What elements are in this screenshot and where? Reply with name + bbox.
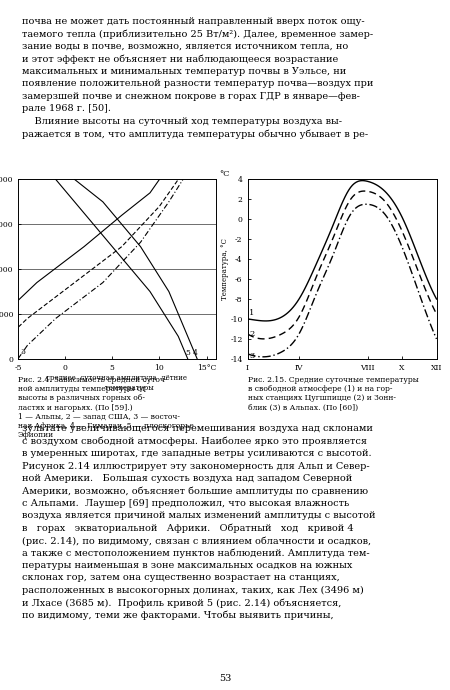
Text: (рис. 2.14), по видимому, связан с влиянием облачности и осадков,: (рис. 2.14), по видимому, связан с влиян…: [22, 536, 372, 546]
Text: рале 1968 г. [50].: рале 1968 г. [50].: [22, 104, 112, 113]
Text: склонах гор, затем она существенно возрастает на станциях,: склонах гор, затем она существенно возра…: [22, 573, 340, 582]
Text: и этот эффект не объясняет ни наблюдающееся возрастание: и этот эффект не объясняет ни наблюдающе…: [22, 55, 339, 64]
Text: пературы наименьшая в зоне максимальных осадков на южных: пературы наименьшая в зоне максимальных …: [22, 561, 353, 570]
Text: появление положительной разности температур почва—воздух при: появление положительной разности темпера…: [22, 79, 374, 88]
Text: по видимому, теми же факторами. Чтобы выявить причины,: по видимому, теми же факторами. Чтобы вы…: [22, 611, 334, 620]
Text: зультате увеличивающегося перемешивания воздуха над склонами: зультате увеличивающегося перемешивания …: [22, 424, 373, 433]
Text: а также с местоположением пунктов наблюдений. Амплитуда тем-: а также с местоположением пунктов наблюд…: [22, 549, 370, 558]
Text: 5: 5: [185, 349, 190, 357]
Text: таемого тепла (приблизительно 25 Вт/м²). Далее, временное замер-: таемого тепла (приблизительно 25 Вт/м²).…: [22, 30, 373, 39]
Text: замерзшей почве и снежном покрове в горах ГДР в январе—фев-: замерзшей почве и снежном покрове в гора…: [22, 92, 360, 101]
Text: Рис. 2.4. Зависимость средней суточ-
ной амплитуды температуры от
высоты в разли: Рис. 2.4. Зависимость средней суточ- ной…: [18, 376, 194, 440]
Text: в умеренных широтах, где западные ветры усиливаются с высотой.: в умеренных широтах, где западные ветры …: [22, 449, 372, 458]
Text: 4: 4: [193, 349, 197, 357]
Text: °C: °C: [219, 170, 230, 178]
Text: расположенных в высокогорных долинах, таких, как Лех (3496 м): расположенных в высокогорных долинах, та…: [22, 586, 364, 595]
Text: и Лхасе (3685 м).  Профиль кривой 5 (рис. 2.14) объясняется,: и Лхасе (3685 м). Профиль кривой 5 (рис.…: [22, 598, 342, 608]
Text: воздуха является причиной малых изменений амплитуды с высотой: воздуха является причиной малых изменени…: [22, 511, 376, 520]
Text: Рис. 2.15. Средние суточные температуры
в свободной атмосфере (1) и на гор-
ных : Рис. 2.15. Средние суточные температуры …: [248, 376, 418, 412]
Text: почва не может дать постоянный направленный вверх поток ощу-: почва не может дать постоянный направлен…: [22, 17, 365, 26]
Text: 2: 2: [249, 330, 254, 338]
Text: с воздухом свободной атмосферы. Наиболее ярко это проявляется: с воздухом свободной атмосферы. Наиболее…: [22, 437, 368, 446]
Text: ной Америки.   Большая сухость воздуха над западом Северной: ной Америки. Большая сухость воздуха над…: [22, 474, 353, 483]
Text: 1: 1: [249, 309, 255, 317]
Text: максимальных и минимальных температур почвы в Уэльсе, ни: максимальных и минимальных температур по…: [22, 67, 347, 76]
Text: в   горах   экваториальной   Африки.   Обратный   ход   кривой 4: в горах экваториальной Африки. Обратный …: [22, 524, 354, 533]
Text: с Альпами.  Лаушер [69] предположил, что высокая влажность: с Альпами. Лаушер [69] предположил, что …: [22, 499, 350, 508]
Text: 3: 3: [20, 348, 25, 356]
Text: Америки, возможно, объясняет большие амплитуды по сравнению: Америки, возможно, объясняет большие амп…: [22, 486, 369, 496]
Text: 3: 3: [249, 352, 255, 359]
Text: ражается в том, что амплитуда температуры обычно убывает в ре-: ражается в том, что амплитуда температур…: [22, 129, 369, 139]
Y-axis label: Температура, °С: Температура, °С: [221, 238, 229, 300]
Text: Рисунок 2.14 иллюстрирует эту закономерность для Альп и Север-: Рисунок 2.14 иллюстрирует эту закономерн…: [22, 462, 370, 471]
Text: 53: 53: [219, 674, 231, 683]
Text: Влияние высоты на суточный ход температуры воздуха вы-: Влияние высоты на суточный ход температу…: [22, 117, 342, 126]
X-axis label: среднее  суточная амплитуда  лётние
           температуры: среднее суточная амплитуда лётние темпер…: [46, 375, 188, 392]
Text: зание воды в почве, возможно, является источником тепла, но: зание воды в почве, возможно, является и…: [22, 42, 349, 51]
